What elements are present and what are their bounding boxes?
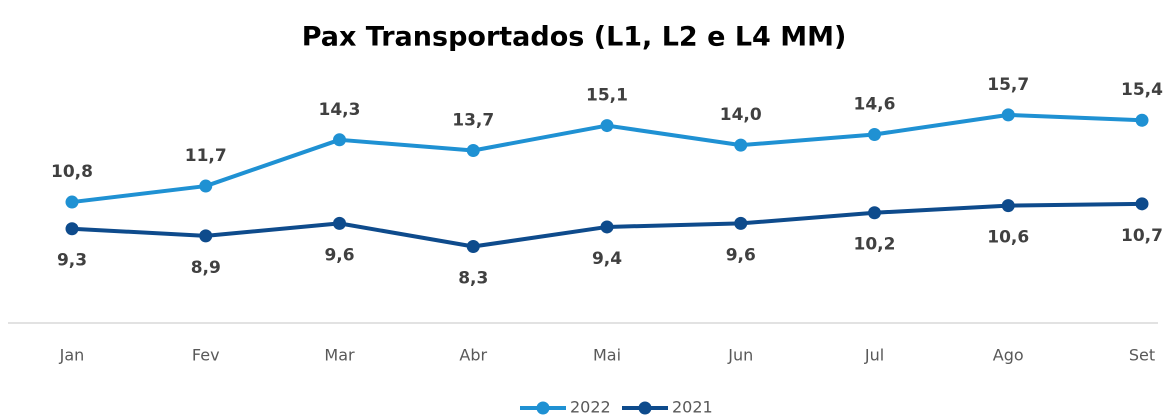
legend-marker — [638, 401, 652, 415]
x-tick-label: Mai — [593, 346, 621, 365]
data-point — [1001, 199, 1015, 213]
data-label: 14,6 — [854, 94, 896, 114]
data-point — [734, 138, 748, 152]
data-label: 14,3 — [319, 100, 361, 120]
data-label: 8,9 — [191, 258, 221, 278]
data-label: 15,1 — [586, 86, 628, 106]
data-point — [868, 127, 881, 141]
x-tick-label: Jun — [727, 346, 753, 365]
x-tick-label: Abr — [459, 346, 487, 365]
data-label: 10,2 — [854, 235, 896, 255]
data-label: 9,3 — [57, 251, 87, 271]
legend-label: 2022 — [570, 398, 611, 416]
data-label: 9,6 — [324, 245, 354, 265]
data-point — [1135, 197, 1149, 211]
data-point — [466, 143, 480, 157]
data-point — [333, 133, 346, 147]
data-label: 8,3 — [458, 269, 488, 289]
data-point — [333, 216, 346, 230]
data-label: 14,0 — [720, 105, 762, 125]
data-point — [466, 240, 480, 254]
x-tick-label: Ago — [993, 346, 1024, 365]
data-point — [65, 222, 79, 236]
x-tick-label: Mar — [324, 346, 355, 365]
x-tick-label: Set — [1129, 346, 1155, 365]
data-label: 15,4 — [1121, 80, 1163, 100]
legend-label: 2021 — [672, 398, 713, 416]
chart-title: Pax Transportados (L1, L2 e L4 MM) — [302, 22, 847, 53]
x-tick-label: Fev — [192, 346, 220, 365]
data-point — [868, 206, 881, 220]
legend-marker — [536, 401, 550, 415]
data-point — [734, 216, 748, 230]
data-point — [65, 195, 79, 209]
data-label: 10,7 — [1121, 226, 1163, 246]
data-label: 15,7 — [987, 75, 1029, 95]
data-point — [199, 229, 213, 243]
x-tick-label: Jan — [59, 346, 85, 365]
data-label: 10,6 — [987, 228, 1029, 248]
data-point — [600, 220, 614, 234]
data-label: 11,7 — [185, 146, 227, 166]
data-label: 13,7 — [452, 110, 494, 130]
data-point — [1001, 108, 1015, 122]
data-point — [600, 119, 614, 133]
data-point — [199, 179, 213, 193]
data-label: 10,8 — [51, 162, 93, 182]
data-point — [1135, 113, 1149, 127]
data-label: 9,4 — [592, 249, 622, 269]
x-tick-label: Jul — [864, 346, 884, 365]
data-label: 9,6 — [726, 245, 756, 265]
